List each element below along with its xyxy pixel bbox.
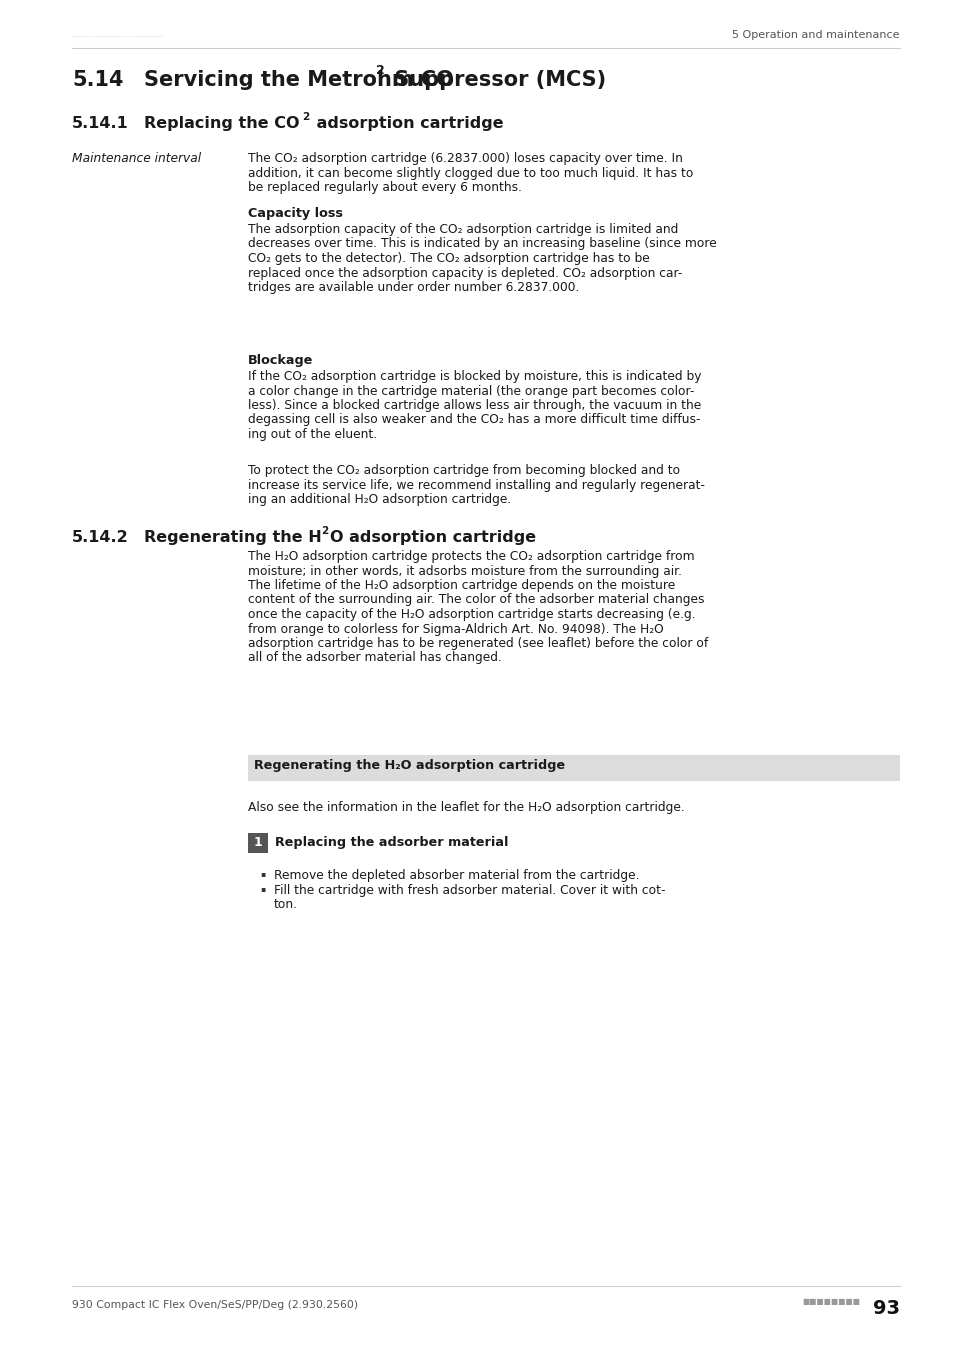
Text: from orange to colorless for Sigma-Aldrich Art. No. 94098). The H₂O: from orange to colorless for Sigma-Aldri… (248, 622, 663, 636)
Text: a color change in the cartridge material (the orange part becomes color-: a color change in the cartridge material… (248, 385, 694, 397)
Text: ton.: ton. (274, 899, 297, 911)
Text: 5.14.1: 5.14.1 (71, 116, 129, 131)
Text: Blockage: Blockage (248, 354, 313, 367)
Text: 5 Operation and maintenance: 5 Operation and maintenance (732, 30, 899, 40)
Text: 1: 1 (253, 837, 262, 849)
FancyBboxPatch shape (248, 833, 268, 853)
Text: Fill the cartridge with fresh adsorber material. Cover it with cot-: Fill the cartridge with fresh adsorber m… (274, 884, 665, 896)
Text: ▪: ▪ (260, 869, 265, 878)
Text: content of the surrounding air. The color of the adsorber material changes: content of the surrounding air. The colo… (248, 594, 703, 606)
Text: The lifetime of the H₂O adsorption cartridge depends on the moisture: The lifetime of the H₂O adsorption cartr… (248, 579, 675, 593)
Text: ing an additional H₂O adsorption cartridge.: ing an additional H₂O adsorption cartrid… (248, 493, 511, 506)
Text: moisture; in other words, it adsorbs moisture from the surrounding air.: moisture; in other words, it adsorbs moi… (248, 564, 681, 578)
Text: Capacity loss: Capacity loss (248, 207, 342, 220)
Text: ■■■■■■■■: ■■■■■■■■ (801, 1297, 859, 1305)
Text: 2: 2 (320, 526, 328, 536)
Text: The adsorption capacity of the CO₂ adsorption cartridge is limited and: The adsorption capacity of the CO₂ adsor… (248, 223, 678, 236)
Text: O adsorption cartridge: O adsorption cartridge (330, 531, 536, 545)
Text: 2: 2 (375, 63, 384, 77)
FancyBboxPatch shape (248, 755, 899, 782)
Text: Maintenance interval: Maintenance interval (71, 153, 201, 165)
Text: Replacing the adsorber material: Replacing the adsorber material (274, 836, 508, 849)
Text: If the CO₂ adsorption cartridge is blocked by moisture, this is indicated by: If the CO₂ adsorption cartridge is block… (248, 370, 700, 383)
Text: be replaced regularly about every 6 months.: be replaced regularly about every 6 mont… (248, 181, 521, 194)
Text: ing out of the eluent.: ing out of the eluent. (248, 428, 376, 441)
Text: ▪: ▪ (260, 884, 265, 892)
Text: less). Since a blocked cartridge allows less air through, the vacuum in the: less). Since a blocked cartridge allows … (248, 400, 700, 412)
Text: tridges are available under order number 6.2837.000.: tridges are available under order number… (248, 281, 578, 294)
Text: 5.14.2: 5.14.2 (71, 531, 129, 545)
Text: 93: 93 (872, 1299, 899, 1318)
Text: all of the adsorber material has changed.: all of the adsorber material has changed… (248, 652, 501, 664)
Text: Replacing the CO: Replacing the CO (144, 116, 299, 131)
Text: Remove the depleted absorber material from the cartridge.: Remove the depleted absorber material fr… (274, 869, 639, 882)
Text: Regenerating the H: Regenerating the H (144, 531, 321, 545)
Text: The H₂O adsorption cartridge protects the CO₂ adsorption cartridge from: The H₂O adsorption cartridge protects th… (248, 549, 694, 563)
Text: To protect the CO₂ adsorption cartridge from becoming blocked and to: To protect the CO₂ adsorption cartridge … (248, 464, 679, 477)
Text: adsorption cartridge: adsorption cartridge (311, 116, 503, 131)
Text: increase its service life, we recommend installing and regularly regenerat-: increase its service life, we recommend … (248, 478, 704, 491)
Text: Servicing the Metrohm CO: Servicing the Metrohm CO (144, 70, 454, 90)
Text: adsorption cartridge has to be regenerated (see leaflet) before the color of: adsorption cartridge has to be regenerat… (248, 637, 707, 649)
Text: 5.14: 5.14 (71, 70, 123, 90)
Text: addition, it can become slightly clogged due to too much liquid. It has to: addition, it can become slightly clogged… (248, 166, 693, 180)
Text: degassing cell is also weaker and the CO₂ has a more difficult time diffus-: degassing cell is also weaker and the CO… (248, 413, 700, 427)
Text: 930 Compact IC Flex Oven/SeS/PP/Deg (2.930.2560): 930 Compact IC Flex Oven/SeS/PP/Deg (2.9… (71, 1300, 357, 1310)
Text: 2: 2 (302, 112, 309, 122)
Text: Suppressor (MCS): Suppressor (MCS) (387, 70, 605, 90)
Text: once the capacity of the H₂O adsorption cartridge starts decreasing (e.g.: once the capacity of the H₂O adsorption … (248, 608, 695, 621)
Text: decreases over time. This is indicated by an increasing baseline (since more: decreases over time. This is indicated b… (248, 238, 716, 251)
Text: Regenerating the H₂O adsorption cartridge: Regenerating the H₂O adsorption cartridg… (253, 759, 564, 772)
Text: Also see the information in the leaflet for the H₂O adsorption cartridge.: Also see the information in the leaflet … (248, 801, 684, 814)
Text: ................................: ................................ (71, 30, 164, 39)
Text: replaced once the adsorption capacity is depleted. CO₂ adsorption car-: replaced once the adsorption capacity is… (248, 266, 681, 279)
Text: CO₂ gets to the detector). The CO₂ adsorption cartridge has to be: CO₂ gets to the detector). The CO₂ adsor… (248, 252, 649, 265)
Text: The CO₂ adsorption cartridge (6.2837.000) loses capacity over time. In: The CO₂ adsorption cartridge (6.2837.000… (248, 153, 682, 165)
